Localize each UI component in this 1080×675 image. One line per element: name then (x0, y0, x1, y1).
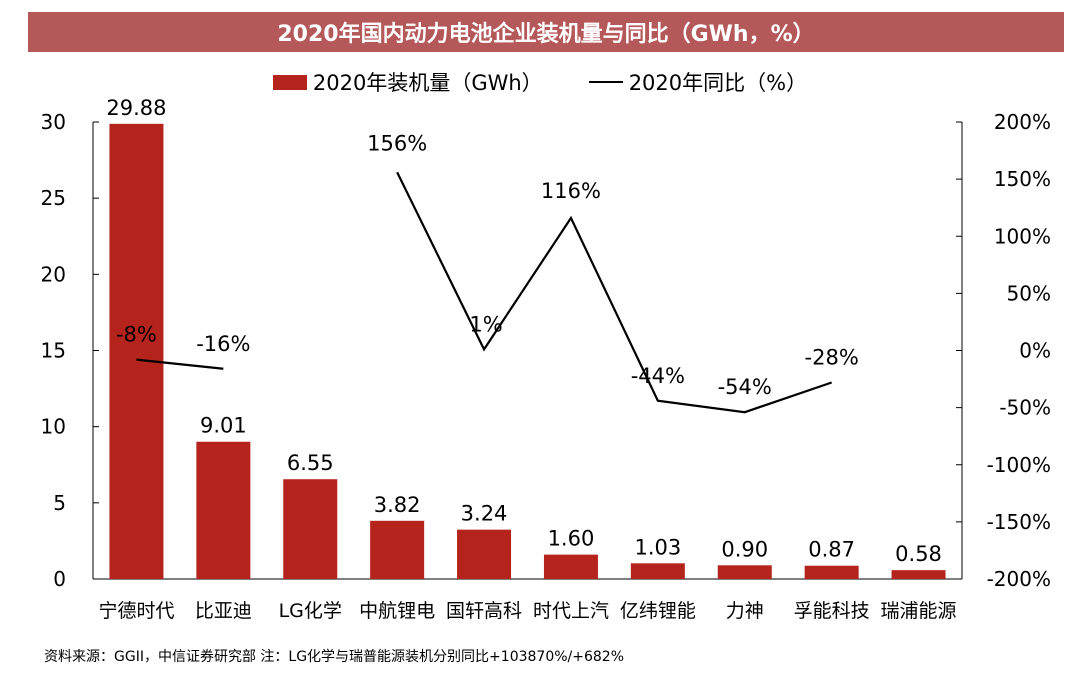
legend-item-bar: 2020年装机量（GWh） (272, 67, 543, 97)
y-right-tick-label: 0% (1019, 339, 1051, 363)
yoy-line (396, 171, 833, 414)
y-right-tick-label: 200% (994, 110, 1051, 134)
y-left-tick-label: 10 (41, 415, 66, 439)
bar (543, 554, 598, 579)
yoy-value-label: 116% (541, 179, 601, 203)
x-tick-label: LG化学 (279, 600, 342, 622)
bar (630, 563, 685, 579)
y-right-tick-label: 100% (994, 224, 1051, 248)
bar (804, 565, 859, 579)
y-left-tick-label: 25 (41, 186, 66, 210)
bar (717, 565, 772, 579)
x-tick-label: 比亚迪 (195, 600, 252, 622)
bar-value-label: 0.87 (808, 538, 855, 562)
yoy-value-label: -54% (718, 375, 772, 399)
yoy-value-label: -28% (805, 345, 859, 369)
y-right-tick-label: -150% (987, 510, 1051, 534)
bar (457, 529, 512, 579)
y-right-tick-label: -200% (987, 567, 1051, 591)
bar (196, 441, 251, 579)
bar (109, 123, 164, 579)
bar (283, 479, 338, 579)
y-left-tick-label: 5 (53, 491, 66, 515)
bar-value-label: 3.82 (374, 493, 421, 517)
x-tick-label: 时代上汽 (533, 600, 609, 622)
bar-value-label: 1.60 (548, 527, 595, 551)
yoy-line (136, 358, 224, 370)
bar-value-label: 6.55 (287, 451, 334, 475)
legend-line-label: 2020年同比（%） (628, 71, 808, 95)
yoy-value-label: -16% (196, 332, 250, 356)
x-tick-label: 孚能科技 (794, 600, 870, 622)
yoy-value-label: -8% (116, 323, 157, 347)
yoy-value-label: -44% (631, 364, 685, 388)
bar-value-label: 0.58 (895, 542, 942, 566)
bar-value-label: 29.88 (106, 96, 166, 120)
x-tick-label: 力神 (726, 600, 764, 622)
bar (891, 570, 946, 579)
y-left-tick-label: 0 (53, 567, 66, 591)
bar (370, 520, 425, 579)
bar-value-label: 3.24 (461, 502, 508, 526)
bar-value-label: 1.03 (634, 535, 681, 559)
source-note: 资料来源：GGII，中信证券研究部 注：LG化学与瑞普能源装机分别同比+1038… (44, 649, 625, 665)
y-right-tick-label: 150% (994, 167, 1051, 191)
legend-bar-label: 2020年装机量（GWh） (312, 71, 543, 95)
y-right-tick-label: -50% (999, 396, 1051, 420)
legend-bar-swatch (272, 74, 307, 90)
x-tick-label: 中航锂电 (359, 600, 435, 622)
bar-value-label: 0.90 (721, 537, 768, 561)
bar-value-label: 9.01 (200, 414, 247, 438)
x-tick-label: 国轩高科 (446, 600, 522, 622)
y-left-tick-label: 20 (41, 262, 66, 286)
x-tick-label: 亿纬锂能 (620, 600, 696, 622)
x-tick-label: 宁德时代 (98, 600, 174, 622)
y-right-tick-label: 50% (1007, 281, 1051, 305)
chart-title: 2020年国内动力电池企业装机量与同比（GWh，%） (28, 12, 1064, 52)
yoy-value-label: 156% (367, 131, 427, 155)
yoy-value-label: 1% (469, 312, 502, 336)
legend-item-line: 2020年同比（%） (588, 67, 808, 97)
y-left-tick-label: 30 (41, 110, 66, 134)
x-tick-label: 瑞浦能源 (881, 600, 957, 622)
chart-legend: 2020年装机量（GWh） 2020年同比（%） (0, 64, 1080, 100)
y-right-tick-label: -100% (987, 453, 1051, 477)
y-left-tick-label: 15 (41, 339, 66, 363)
legend-line-swatch (588, 81, 623, 83)
